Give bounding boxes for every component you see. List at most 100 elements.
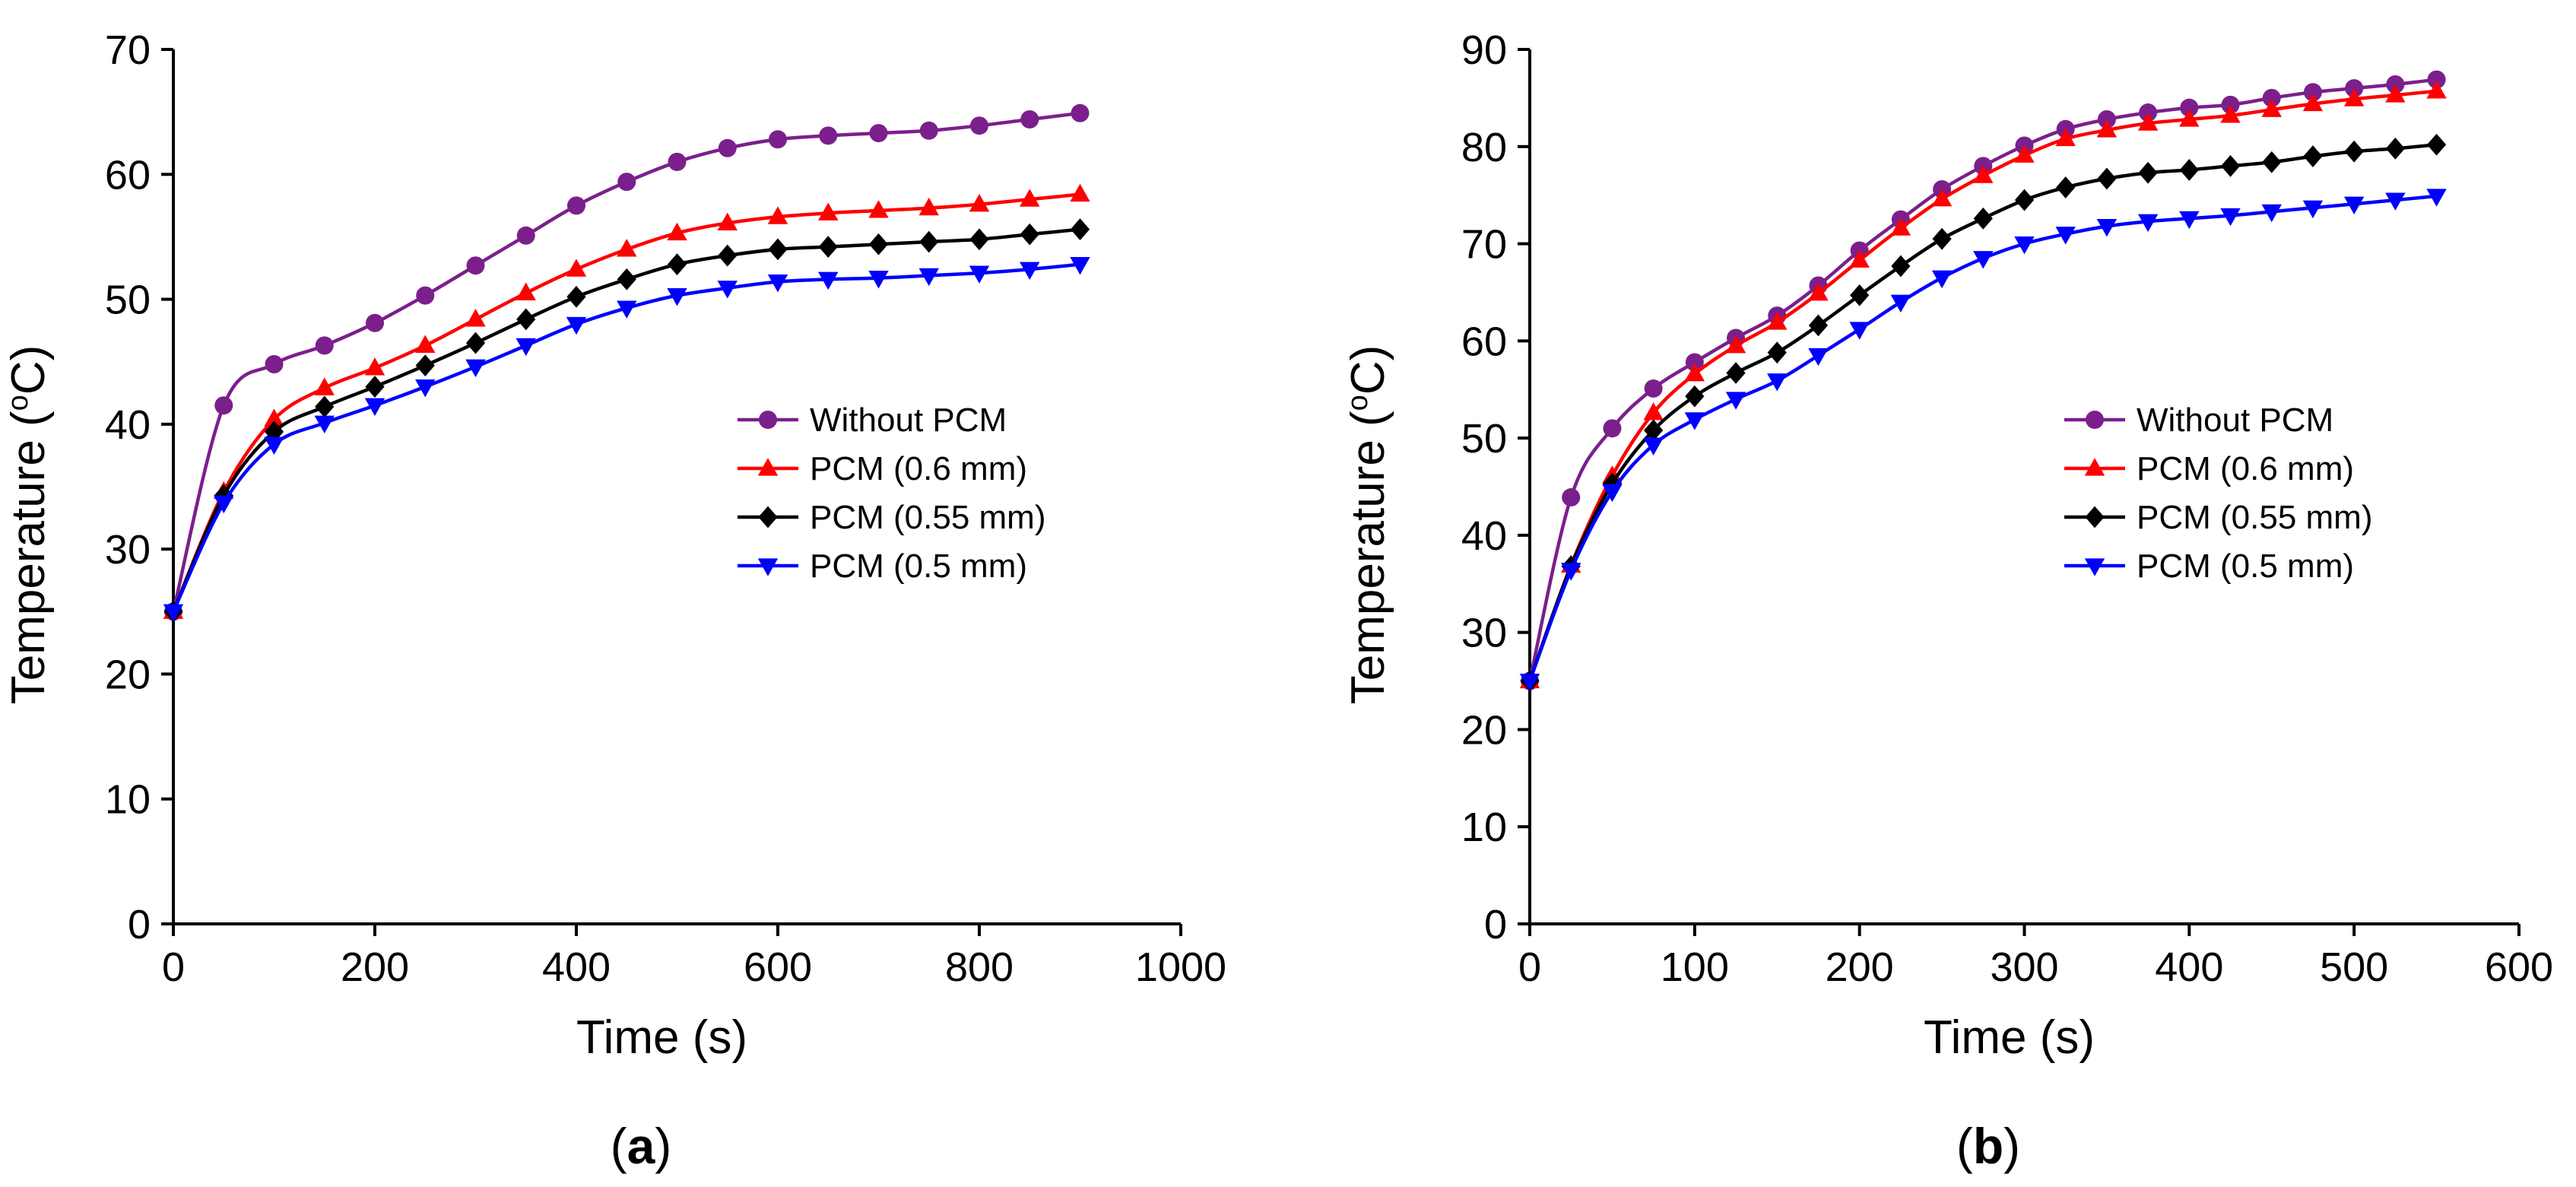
panel-b-data-point-pcm-0-55-mm <box>2138 161 2158 184</box>
panel-a-data-point-pcm-0-55-mm <box>1020 223 1039 246</box>
panel-b-y-tick-label: 70 <box>1461 222 1507 268</box>
panel-a-legend: Without PCM PCM (0.6 mm) PCM (0.55 mm) PCM … <box>738 401 1045 585</box>
panel-a-data-point-pcm-0-6-mm <box>364 357 385 376</box>
panel-b-data-point-pcm-0-6-mm <box>1931 188 1953 207</box>
panel-a-data-point-pcm-0-6-mm <box>667 222 687 241</box>
panel-b-data-point-pcm-0-6-mm <box>1808 282 1829 301</box>
panel-a-data-point-pcm-0-55-mm <box>768 238 788 261</box>
panel-a-data-point-pcm-0-5-mm <box>465 359 486 378</box>
panel-a-data-point-pcm-0-55-mm <box>566 285 586 308</box>
panel-b-data-point-pcm-0-5-mm <box>2343 196 2365 214</box>
panel-b-data-point-without-pcm <box>1562 488 1581 507</box>
panel-a-y-tick-label: 0 <box>128 902 151 947</box>
panel-b-x-axis-label: Time (s) <box>1924 1011 2095 1064</box>
panel-a-x-tick-label: 200 <box>341 944 409 990</box>
panel-b-y-axis-label-prefix: Temperature ( <box>1342 411 1394 704</box>
panel-b-data-point-pcm-0-6-mm <box>1890 217 1911 236</box>
panel-b-data-point-pcm-0-5-mm <box>2137 214 2159 232</box>
panel-b-data-point-pcm-0-5-mm <box>1643 437 1664 455</box>
panel-b-x-tick-label: 600 <box>2485 944 2553 990</box>
panel-b-data-point-pcm-0-5-mm <box>2302 200 2324 219</box>
panel-b-data-point-pcm-0-6-mm <box>2096 119 2118 138</box>
panel-b-y-tick-label: 50 <box>1461 416 1507 462</box>
panel-b-data-point-pcm-0-55-mm <box>2179 159 2199 181</box>
panel-a-data-point-pcm-0-55-mm <box>718 244 738 267</box>
panel-b-data-point-pcm-0-6-mm <box>2426 81 2447 99</box>
panel-b-data-point-pcm-0-55-mm <box>2014 189 2035 211</box>
panel-b-data-point-pcm-0-55-mm <box>2303 145 2323 167</box>
panel-b-series-pcm-0-5-mm <box>1519 189 2447 692</box>
panel-a-data-point-without-pcm <box>265 355 284 373</box>
panel-a-data-point-pcm-0-6-mm <box>415 335 436 353</box>
panel-b-data-point-without-pcm <box>2345 79 2364 98</box>
panel-a-x-axis-label: Time (s) <box>576 1011 747 1064</box>
panel-a-data-point-without-pcm <box>466 256 485 275</box>
panel-b-y-tick-label: 20 <box>1461 707 1507 753</box>
panel-a-data-point-without-pcm <box>416 286 435 305</box>
panel-a-data-point-pcm-0-5-mm <box>566 316 587 335</box>
panel-b-data-point-pcm-0-55-mm <box>1973 207 1993 230</box>
panel-a-data-point-pcm-0-5-mm <box>214 495 234 514</box>
panel-b-y-axis-label: Temperature (oC) <box>1342 345 1394 705</box>
panel-b-data-point-pcm-0-6-mm <box>2137 113 2159 131</box>
panel-b-x-tick-label: 200 <box>1826 944 1894 990</box>
panel-a-data-point-without-pcm <box>919 121 938 140</box>
panel-a-y-tick-label: 20 <box>105 652 151 697</box>
panel-a-data-point-pcm-0-6-mm <box>566 259 587 277</box>
panel-b-data-point-pcm-0-6-mm <box>1767 312 1788 330</box>
panel-a-data-point-pcm-0-6-mm <box>314 377 335 395</box>
panel-b-y-tick-label: 40 <box>1461 513 1507 559</box>
panel-a-data-point-pcm-0-55-mm <box>315 395 335 418</box>
panel-a-data-point-pcm-0-55-mm <box>667 253 687 275</box>
panel-a-legend-label-pcm-0-6-mm: PCM (0.6 mm) <box>810 450 1027 487</box>
panel-a-series-pcm-0-6-mm <box>163 183 1090 619</box>
panel-a-y-tick-label: 30 <box>105 527 151 573</box>
panel-b-y-axis-label-suffix: C) <box>1342 345 1394 395</box>
panel-a-data-point-pcm-0-5-mm <box>1070 256 1090 275</box>
panel-b-x-tick-label: 300 <box>1990 944 2058 990</box>
panel-a-y-axis-label-prefix: Temperature ( <box>2 411 55 704</box>
panel-b-data-point-without-pcm <box>2221 95 2240 114</box>
panel-a-data-point-without-pcm <box>668 152 687 171</box>
panel-b-data-point-pcm-0-6-mm <box>1849 249 1870 268</box>
panel-b-data-point-pcm-0-5-mm <box>2220 208 2241 227</box>
panel-a-series-pcm-0-55-mm <box>163 218 1090 623</box>
chart-panel-b: 0 100 200 300 400 500 600 0 10 20 30 40 50 60 70 80 90 Ti… <box>1342 27 2553 1064</box>
panel-a-data-point-without-pcm <box>214 396 233 415</box>
panel-b-data-point-pcm-0-55-mm <box>2344 140 2364 163</box>
panel-b-data-point-pcm-0-5-mm <box>1849 322 1870 340</box>
panel-a-data-point-without-pcm <box>315 336 334 355</box>
panel-a-data-point-pcm-0-6-mm <box>767 206 788 224</box>
panel-b-y-axis-label-degree: o <box>1342 395 1374 411</box>
panel-a-legend-label-without-pcm: Without PCM <box>810 401 1007 439</box>
panel-a-data-point-pcm-0-55-mm <box>919 230 939 253</box>
panel-b-x-tick-label: 400 <box>2155 944 2223 990</box>
panel-a-legend-swatch-marker <box>757 458 779 476</box>
panel-a-y-tick-label: 50 <box>105 278 151 323</box>
panel-b-data-point-without-pcm <box>2427 70 2446 89</box>
panel-a-data-point-pcm-0-5-mm <box>767 274 788 293</box>
panel-b-data-point-pcm-0-55-mm <box>1808 314 1829 337</box>
panel-b-legend-label-pcm-0-6-mm: PCM (0.6 mm) <box>2137 450 2354 487</box>
panel-b-data-point-pcm-0-5-mm <box>1890 294 1911 313</box>
panel-label-b: (b) <box>1956 1118 2020 1174</box>
panel-b-data-point-pcm-0-5-mm <box>1725 392 1746 410</box>
panel-a-data-point-pcm-0-6-mm <box>969 193 990 212</box>
panel-a-data-point-without-pcm <box>1071 103 1090 122</box>
panel-b-data-point-pcm-0-6-mm <box>2055 128 2076 147</box>
panel-a-y-tick-label: 10 <box>105 777 151 823</box>
panel-b-legend-swatch-marker <box>2086 411 2104 429</box>
panel-a-data-point-pcm-0-55-mm <box>617 268 636 290</box>
panel-a-x-tick-label: 400 <box>542 944 611 990</box>
panel-a-data-point-pcm-0-5-mm <box>667 288 687 306</box>
panel-a-data-point-pcm-0-6-mm <box>818 202 839 221</box>
panel-b-x-tick-label: 100 <box>1661 944 1729 990</box>
panel-a-data-point-pcm-0-6-mm <box>717 212 738 230</box>
panel-a-data-point-pcm-0-55-mm <box>465 332 486 354</box>
panel-b-y-tick-label: 10 <box>1461 805 1507 850</box>
panel-b-data-point-without-pcm <box>2386 75 2405 94</box>
panel-b-data-point-pcm-0-5-mm <box>1561 563 1581 581</box>
panel-a-data-point-pcm-0-5-mm <box>516 338 536 357</box>
panel-b-data-point-pcm-0-5-mm <box>2385 192 2406 211</box>
